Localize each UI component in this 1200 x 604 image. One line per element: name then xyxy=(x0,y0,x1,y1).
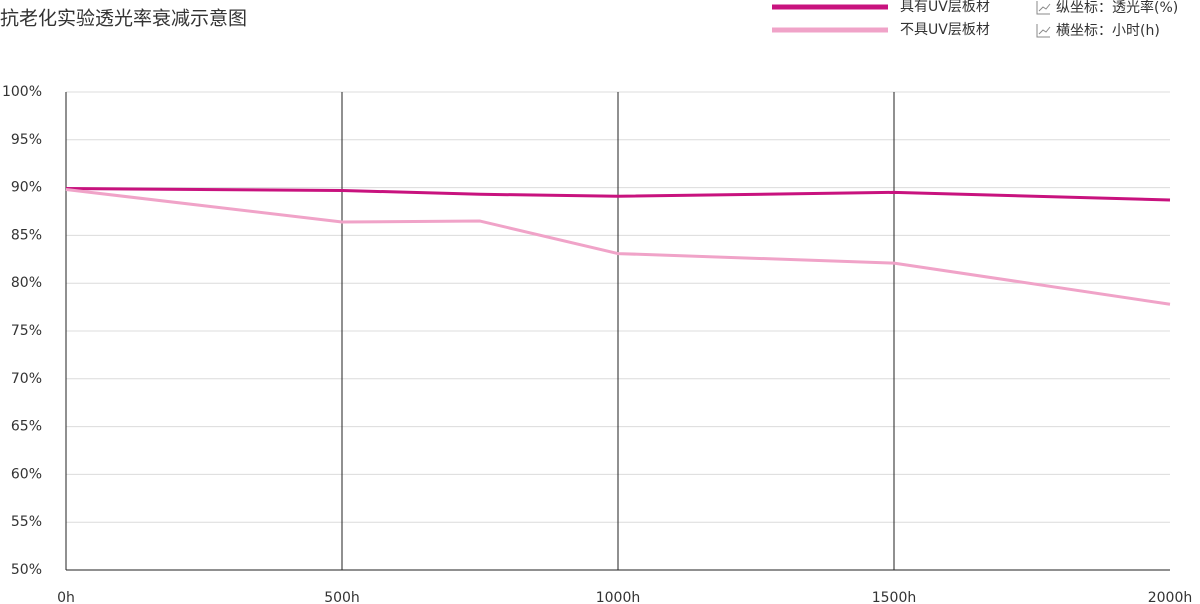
y-tick-label: 60% xyxy=(11,466,42,482)
x-tick-label: 500h xyxy=(324,590,360,604)
series-line xyxy=(65,187,1171,202)
legend-label: 具有UV层板材 xyxy=(900,0,990,15)
axis-note: 横坐标：小时(h) xyxy=(1056,23,1160,39)
y-tick-label: 100% xyxy=(2,84,42,100)
y-tick-label: 75% xyxy=(11,323,42,339)
y-tick-label: 95% xyxy=(11,132,42,148)
note-icon xyxy=(1036,1,1051,15)
y-tick-label: 50% xyxy=(11,562,42,578)
y-tick-label: 65% xyxy=(11,419,42,435)
y-tick-label: 70% xyxy=(11,371,42,387)
chart-title: 抗老化实验透光率衰减示意图 xyxy=(0,8,247,30)
x-tick-label: 2000h xyxy=(1148,590,1193,604)
note-icon xyxy=(1036,24,1051,38)
x-tick-label: 0h xyxy=(57,590,75,604)
x-tick-label: 1500h xyxy=(872,590,917,604)
y-tick-label: 90% xyxy=(11,180,42,196)
y-tick-label: 85% xyxy=(11,227,42,243)
axis-note: 纵坐标：透光率(%) xyxy=(1056,0,1178,16)
y-tick-label: 55% xyxy=(11,514,42,530)
legend-label: 不具UV层板材 xyxy=(900,22,990,38)
x-tick-label: 1000h xyxy=(596,590,641,604)
series-line xyxy=(65,188,1171,306)
y-tick-label: 80% xyxy=(11,275,42,291)
